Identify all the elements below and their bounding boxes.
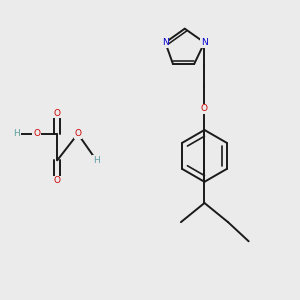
Text: N: N (162, 38, 169, 47)
Text: N: N (201, 38, 208, 47)
Text: O: O (54, 109, 61, 118)
Text: O: O (74, 129, 81, 138)
Text: O: O (33, 129, 40, 138)
Text: H: H (14, 129, 20, 138)
Text: O: O (54, 176, 61, 185)
Text: O: O (201, 104, 208, 113)
Text: H: H (93, 156, 100, 165)
